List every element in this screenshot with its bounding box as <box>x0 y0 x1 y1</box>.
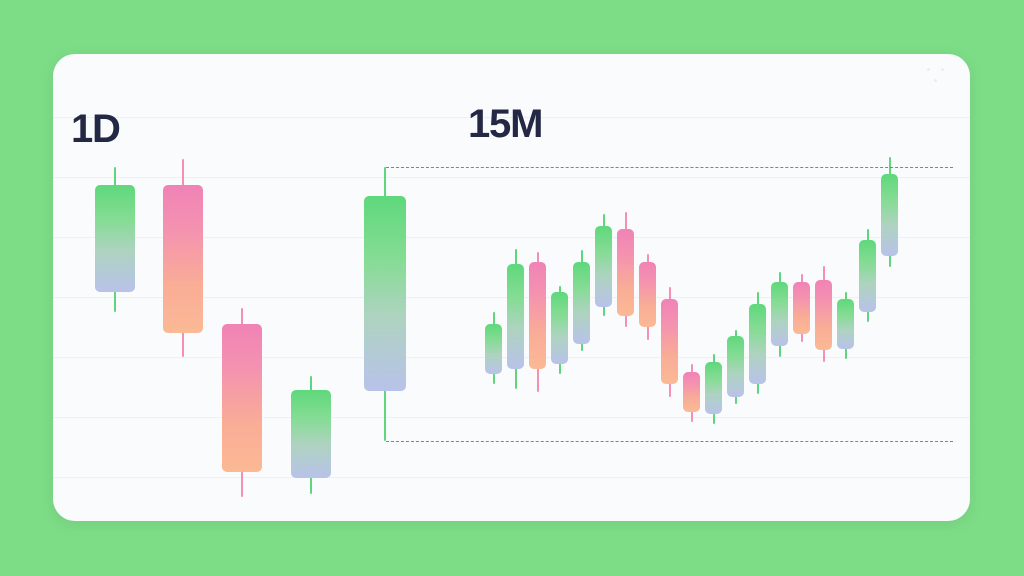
candle-body <box>573 262 590 344</box>
candle-body <box>793 282 810 334</box>
candle-body <box>859 240 876 312</box>
timeframe-label-15m: 15M <box>468 102 543 146</box>
candle-body <box>595 226 612 307</box>
candlestick-plot <box>53 54 970 521</box>
decoration-dot <box>934 79 937 82</box>
candle-body <box>551 292 568 364</box>
candle-body <box>815 280 832 350</box>
candle-body <box>837 299 854 349</box>
candle-body <box>617 229 634 316</box>
candle-body <box>222 324 262 472</box>
candle-body <box>661 299 678 384</box>
candle-body <box>749 304 766 384</box>
candle-body <box>163 185 203 333</box>
three-dots-decoration-icon <box>926 66 952 88</box>
timeframe-label-1d: 1D <box>71 107 121 151</box>
candle-body <box>291 390 331 478</box>
decoration-dot <box>941 68 944 71</box>
candle-body <box>507 264 524 369</box>
candle-body <box>364 196 406 391</box>
candle-body <box>485 324 502 374</box>
candle-body <box>705 362 722 414</box>
chart-card: 1D 15M <box>53 54 970 521</box>
candle-body <box>683 372 700 412</box>
range-top-dashline <box>386 167 953 168</box>
candle-body <box>881 174 898 256</box>
candle-body <box>95 185 135 292</box>
candle-body <box>727 336 744 397</box>
candle-body <box>771 282 788 346</box>
candle-body <box>639 262 656 327</box>
candle-body <box>529 262 546 369</box>
decoration-dot <box>927 68 930 71</box>
range-bottom-dashline <box>386 441 953 442</box>
